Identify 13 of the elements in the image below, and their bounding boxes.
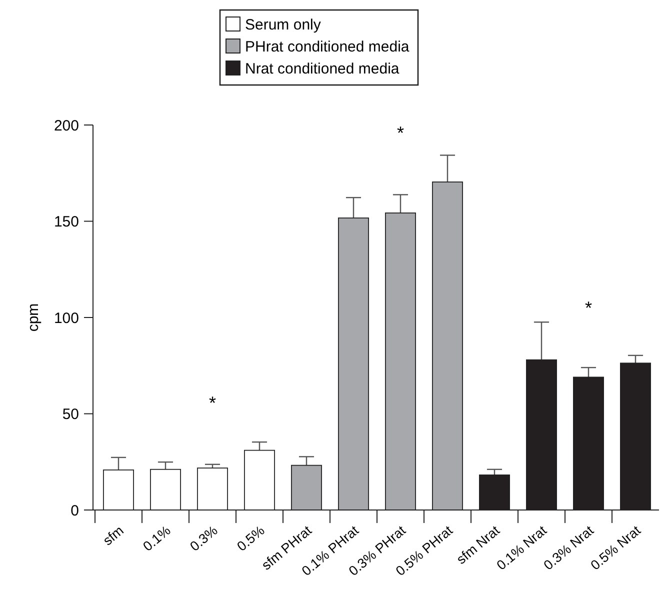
y-tick-label: 0 bbox=[70, 502, 79, 520]
y-tick-label: 100 bbox=[54, 310, 79, 327]
y-tick-label: 50 bbox=[62, 406, 79, 423]
legend-label: Serum only bbox=[245, 16, 322, 34]
x-tick-label: sfm bbox=[100, 522, 126, 548]
annotation: * bbox=[584, 298, 592, 318]
y-axis-title: cpm bbox=[25, 303, 42, 332]
y-tick-label: 150 bbox=[54, 214, 79, 230]
legend-label: Nrat conditioned media bbox=[245, 60, 400, 78]
y-tick-label: 200 bbox=[54, 117, 79, 134]
annotation: * bbox=[396, 123, 404, 143]
annotation: * bbox=[208, 393, 216, 413]
legend-label: PHrat conditioned media bbox=[245, 38, 410, 56]
